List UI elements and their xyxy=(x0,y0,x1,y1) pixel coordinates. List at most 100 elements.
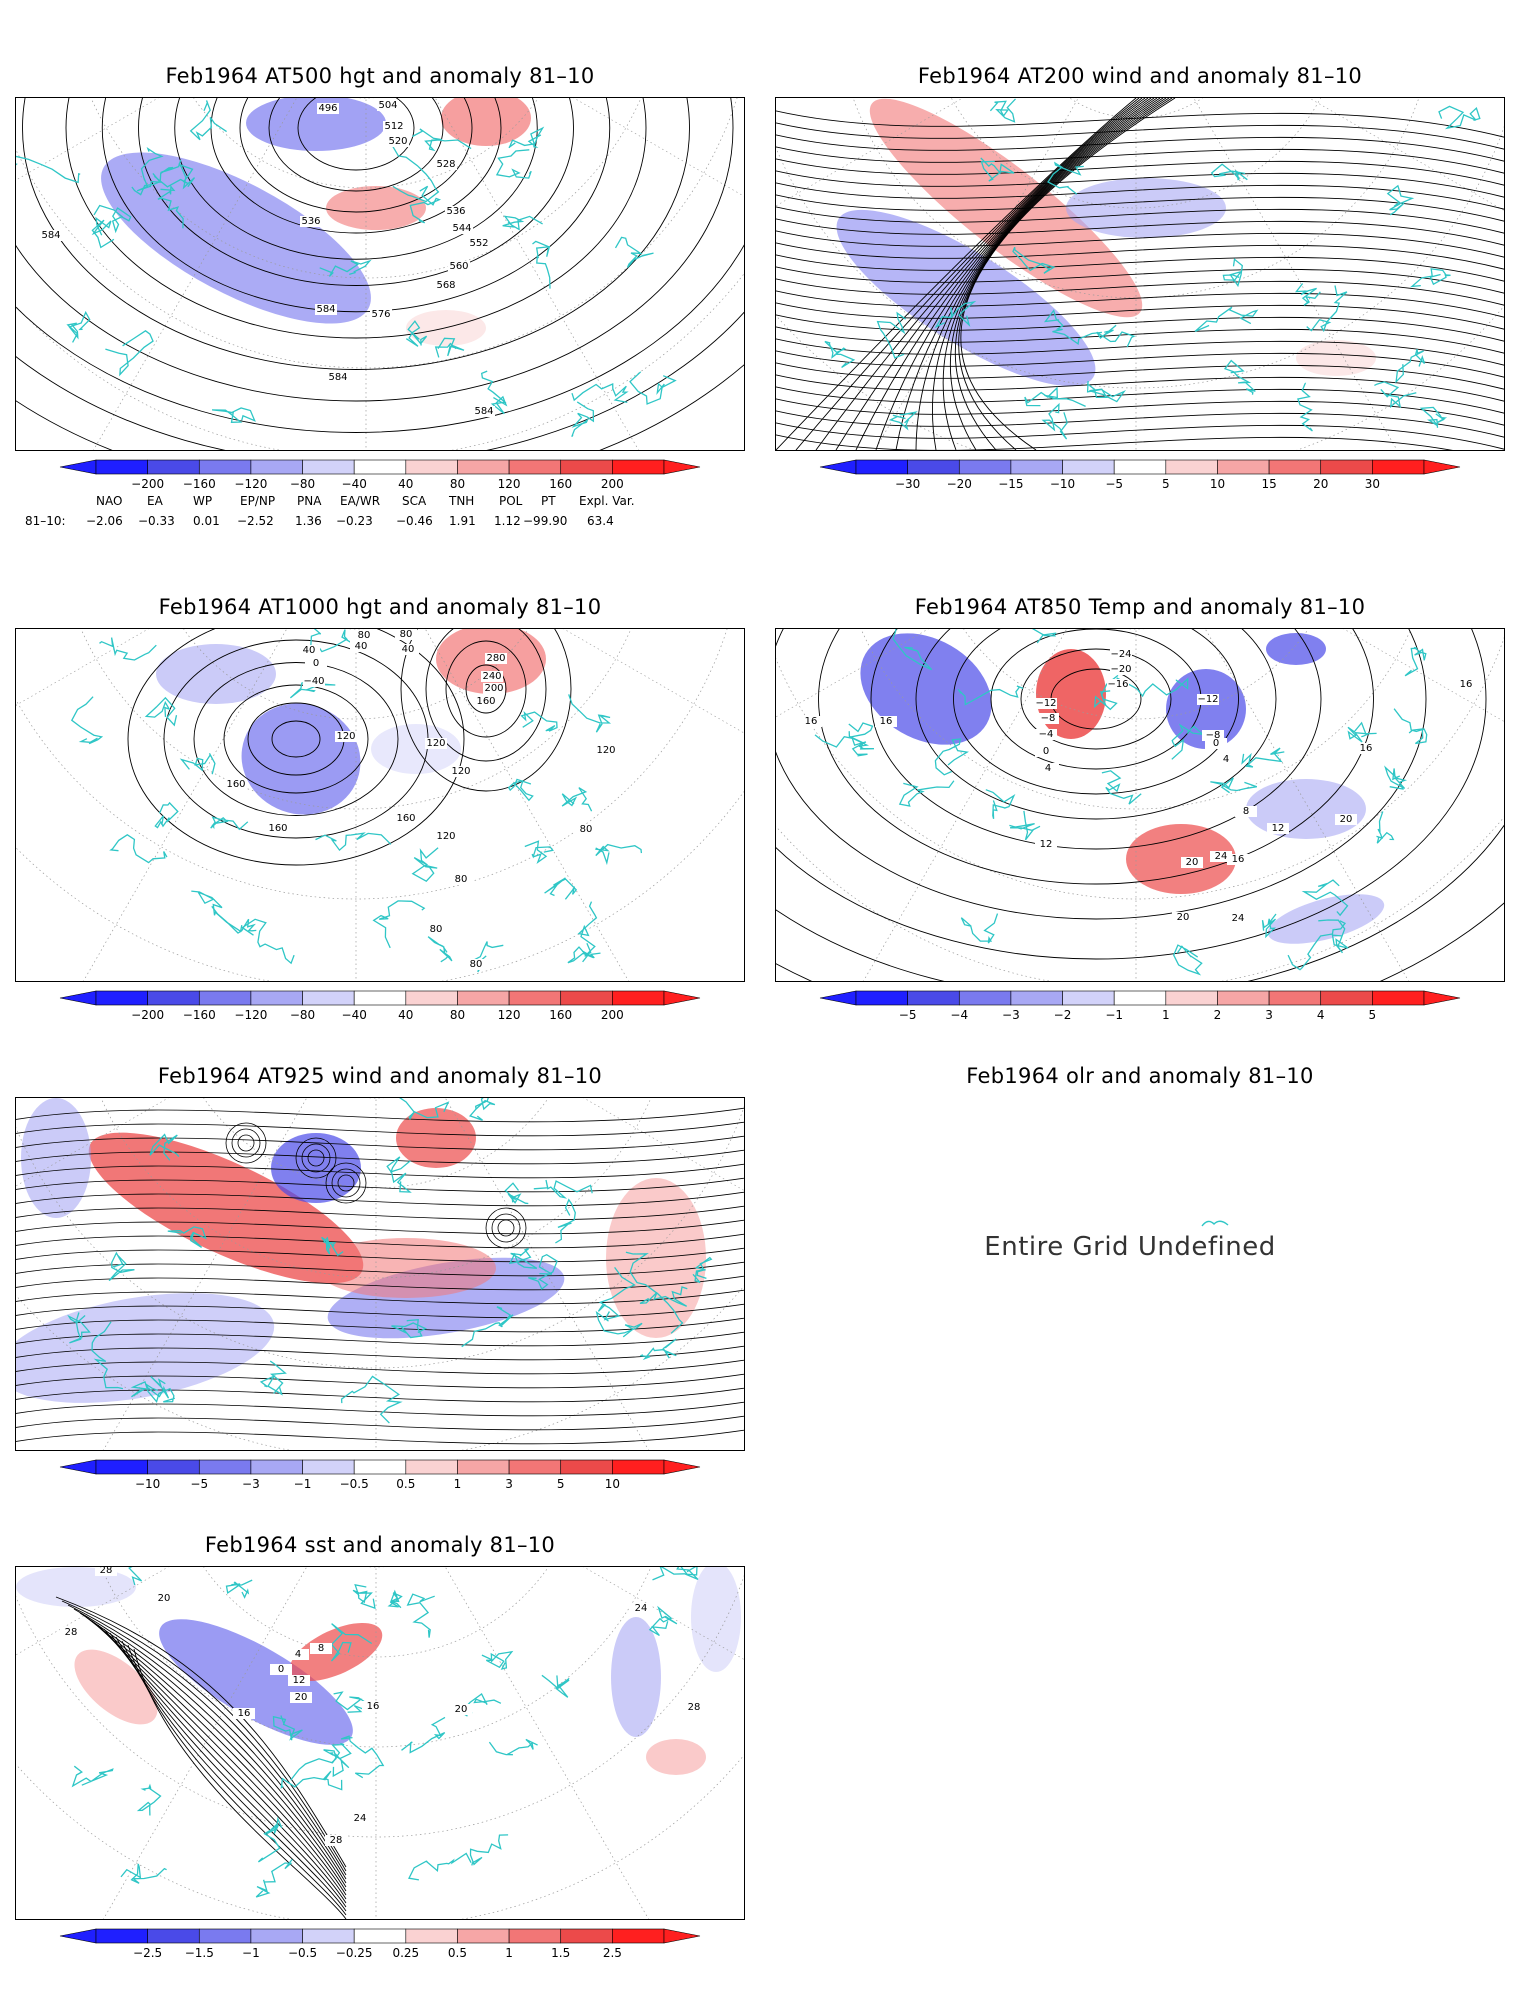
contour-label: −8 xyxy=(1041,713,1056,724)
colorbar-tick-label: −5 xyxy=(1105,477,1124,491)
contour-label: 24 xyxy=(1215,851,1228,862)
contour-label-bg xyxy=(305,658,327,669)
colorbar-tick-label: 200 xyxy=(600,1008,624,1022)
colorbar-tick-label: −80 xyxy=(289,1008,316,1022)
contour-label-bg xyxy=(300,216,322,227)
panel7-map: 28 20 28 0 4 8 12 20 16 16 20 24 28 24 28 xyxy=(15,1566,745,1920)
contour-label-bg xyxy=(1227,913,1249,924)
anomaly-shading xyxy=(646,1739,706,1775)
contour-label-bg xyxy=(1210,851,1232,862)
contour-label-bg xyxy=(1107,679,1129,690)
colorbar-tick-label: −10 xyxy=(1049,477,1076,491)
colorbar-swatch xyxy=(250,459,303,475)
contour-label: 120 xyxy=(596,745,615,756)
colorbar-swatch xyxy=(95,459,148,475)
colorbar-right-arrow xyxy=(663,459,701,475)
contour-label: 576 xyxy=(371,309,390,320)
colorbar-tick-label: 40 xyxy=(398,477,414,491)
panel7-colorbar: −2.5 −1.5 −1 −0.5 −0.25 0.25 0.5 1 1.5 2.5 xyxy=(59,1928,701,1960)
colorbar-tick-label: −2.5 xyxy=(133,1946,163,1960)
index-header-wp: WP xyxy=(193,494,213,508)
contour-label: 24 xyxy=(635,1603,648,1614)
colorbar-swatch xyxy=(958,459,1012,475)
contour-label-bg xyxy=(350,641,372,652)
colorbar-tick-label: 40 xyxy=(398,1008,414,1022)
contour-label-bg xyxy=(1172,912,1194,923)
colorbar-swatch xyxy=(1372,459,1425,475)
contour-label-bg xyxy=(875,716,897,727)
contour-label-bg xyxy=(450,874,472,885)
coastlines xyxy=(814,629,1428,976)
colorbar-svg xyxy=(59,1928,701,1944)
panel5-map xyxy=(15,1097,745,1451)
colorbar-swatch xyxy=(302,990,355,1006)
contour-label-bg xyxy=(595,745,617,756)
colorbar-left-arrow xyxy=(59,990,97,1006)
colorbar-swatch xyxy=(508,990,562,1006)
panel2-colorbar: −30 −20 −15 −10 −5 5 10 15 20 30 xyxy=(819,459,1461,491)
contour-label-bg xyxy=(225,779,247,790)
colorbar-tick-label: 80 xyxy=(449,477,466,491)
contour-label: 40 xyxy=(402,644,415,655)
colorbar-tick-label: −1 xyxy=(293,1477,312,1491)
contour-label-bg xyxy=(450,1704,472,1715)
colorbar-tick-label: 160 xyxy=(549,477,573,491)
colorbar-swatch xyxy=(147,1928,200,1944)
contour-label: 584 xyxy=(316,304,335,315)
contour-label: 0 xyxy=(1213,738,1219,749)
contour-label: 16 xyxy=(1360,743,1373,754)
colorbar-swatch xyxy=(508,459,562,475)
coastlines xyxy=(824,98,1481,440)
contour-label-bg xyxy=(1355,743,1377,754)
contour-label-bg xyxy=(1035,839,1057,850)
colorbar-swatch xyxy=(1165,459,1218,475)
colorbar-swatch xyxy=(250,1928,303,1944)
anomaly-shading xyxy=(1036,649,1106,739)
index-value-explvar: 63.4 xyxy=(587,514,614,528)
colorbar-tick-label: −10 xyxy=(134,1477,161,1491)
colorbar-right-arrow xyxy=(663,1459,701,1475)
index-value-epnp: −2.52 xyxy=(237,514,274,528)
colorbar-swatch xyxy=(198,1928,252,1944)
colorbar-swatch xyxy=(250,990,303,1006)
colorbar-tick-label: −2 xyxy=(1053,1008,1072,1022)
panel6-title: Feb1964 olr and anomaly 81–10 xyxy=(966,1064,1314,1088)
contour-lines xyxy=(400,629,572,792)
colorbar-tick-label: 5 xyxy=(556,1477,565,1491)
contour-label: 20 xyxy=(455,1704,468,1715)
anomaly-shading xyxy=(246,98,386,151)
colorbar-right-arrow xyxy=(663,1928,701,1944)
colorbar-swatch xyxy=(612,459,665,475)
colorbar-tick-label: −80 xyxy=(289,477,316,491)
map-svg xyxy=(16,1098,744,1450)
colorbar-swatch xyxy=(1320,459,1373,475)
colorbar-left-arrow xyxy=(819,990,857,1006)
contour-label: 24 xyxy=(354,1813,367,1824)
colorbar-swatch xyxy=(405,1459,458,1475)
colorbar-swatch xyxy=(353,1459,407,1475)
anomaly-shading xyxy=(74,1649,158,1725)
contour-label: 120 xyxy=(451,766,470,777)
colorbar-left-arrow xyxy=(59,459,97,475)
anomaly-shading xyxy=(326,186,426,230)
anomaly-shading xyxy=(869,98,1143,318)
colorbar-tick-label: 5 xyxy=(1368,1008,1377,1022)
contour-label-bg xyxy=(683,1702,705,1713)
colorbar-swatch xyxy=(198,459,252,475)
colorbar-swatch xyxy=(612,990,665,1006)
contour-label: 16 xyxy=(1460,679,1473,690)
contour-label: 160 xyxy=(476,696,495,707)
contour-label-bg xyxy=(435,831,457,842)
contour-label-bg xyxy=(317,103,339,114)
contour-label: 552 xyxy=(469,238,488,249)
contour-label-bg xyxy=(475,696,497,707)
contour-label: 24 xyxy=(1232,913,1245,924)
contour-label: 568 xyxy=(436,280,455,291)
contour-label-bg xyxy=(1035,698,1057,709)
index-row-label: 81–10: xyxy=(25,514,66,528)
contour-label: −20 xyxy=(1110,664,1131,675)
contour-label-bg xyxy=(1235,806,1257,817)
colorbar-swatch xyxy=(560,1928,613,1944)
colorbar-tick-label: −1 xyxy=(242,1946,260,1960)
contour-label-bg xyxy=(95,1567,117,1576)
